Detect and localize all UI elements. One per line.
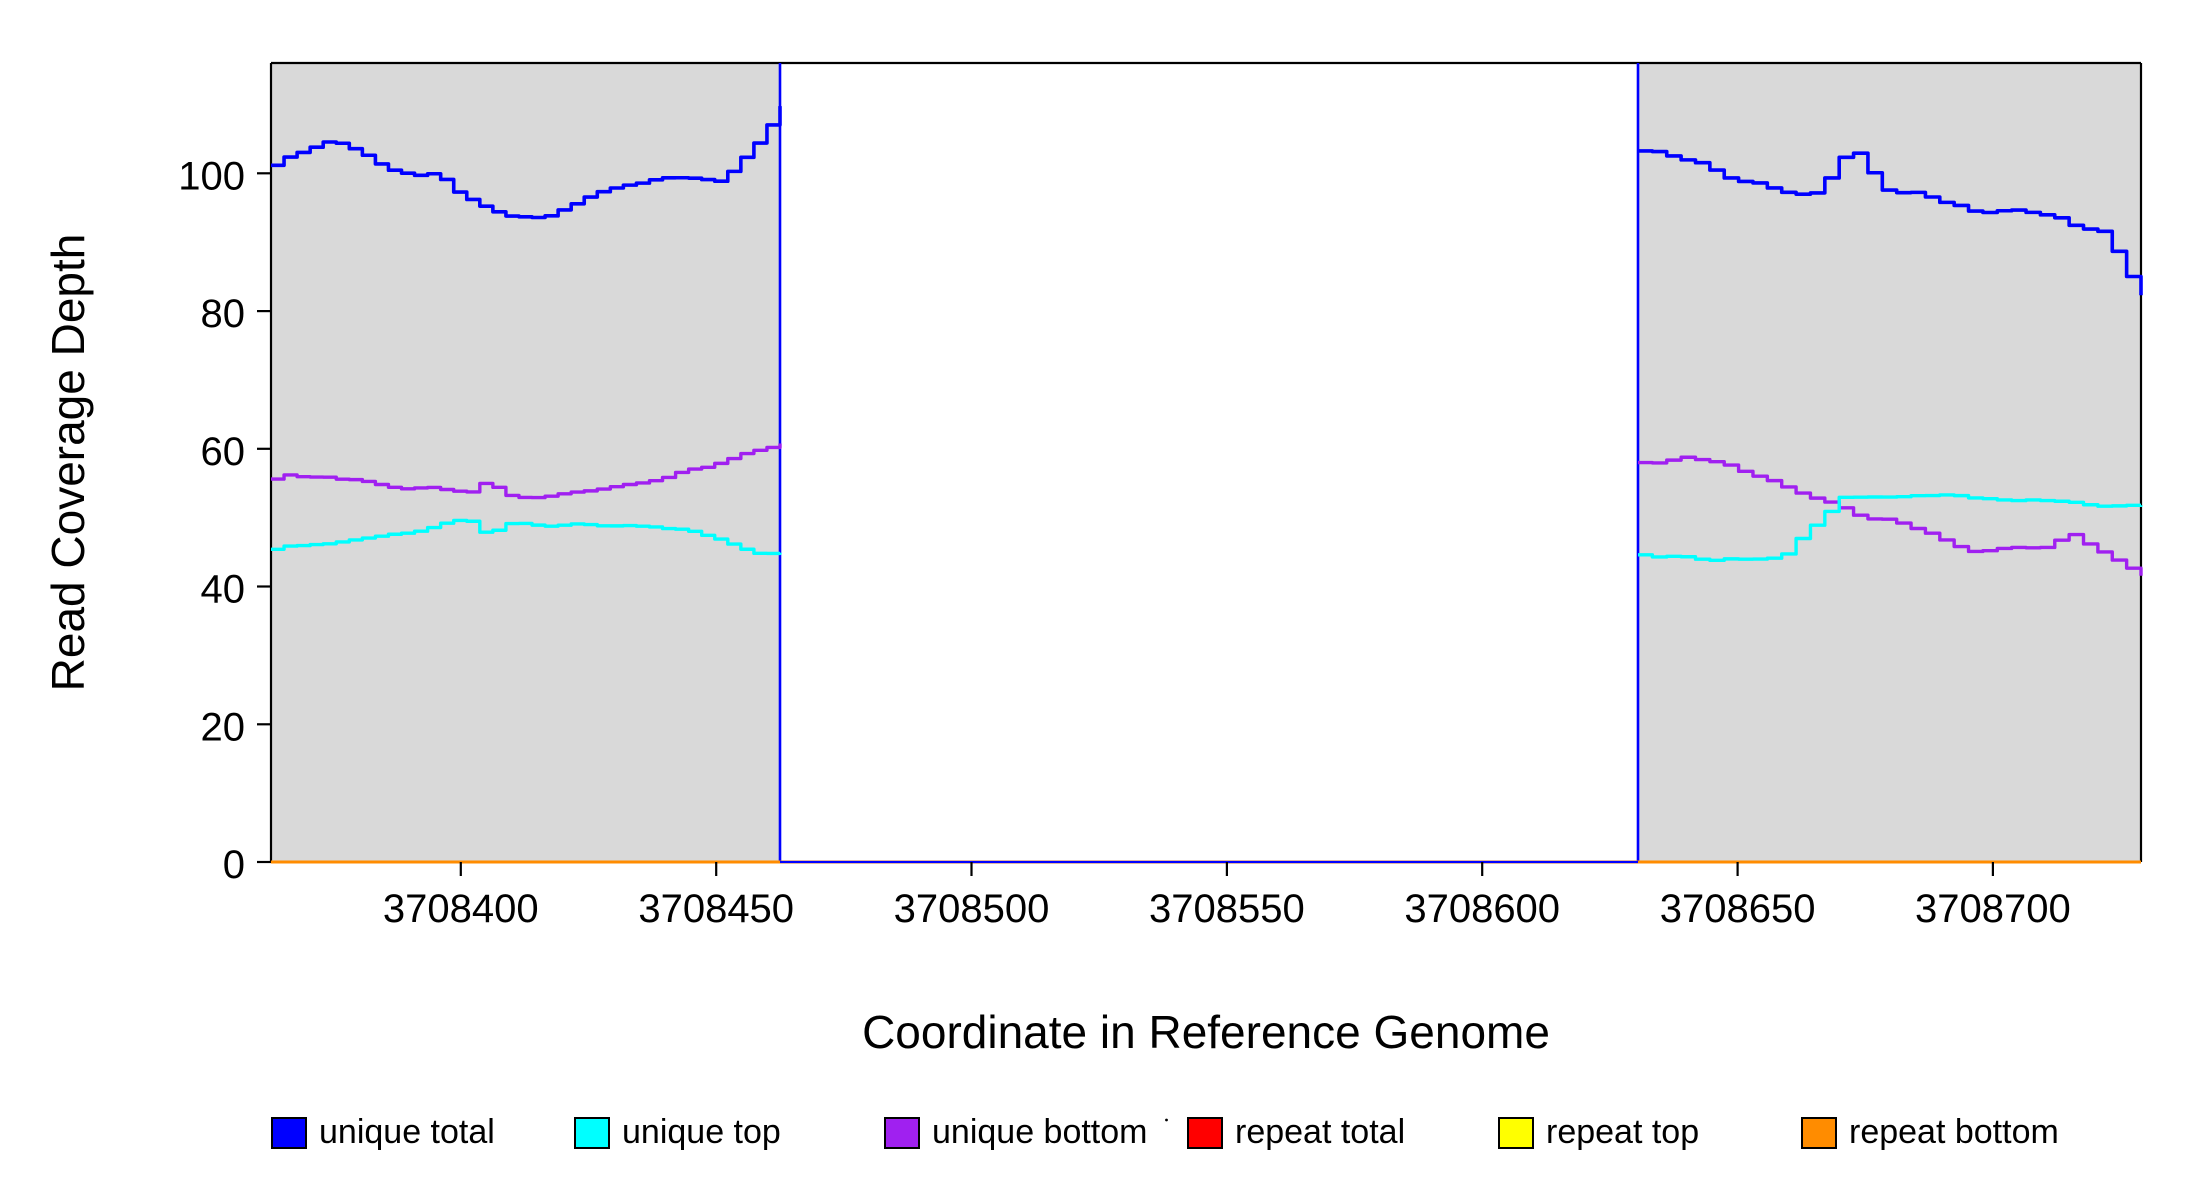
svg-text:3708600: 3708600 [1404,887,1560,931]
svg-text:3708450: 3708450 [638,887,794,931]
svg-text:3708500: 3708500 [894,887,1050,931]
svg-text:0: 0 [223,843,245,887]
svg-text:3708650: 3708650 [1660,887,1816,931]
svg-text:40: 40 [201,568,246,612]
svg-text:Coordinate in Reference Genome: Coordinate in Reference Genome [862,1006,1550,1058]
svg-text:Read Coverage Depth: Read Coverage Depth [42,234,94,692]
svg-text:3708400: 3708400 [383,887,539,931]
svg-text:20: 20 [201,705,246,749]
svg-text:100: 100 [178,154,245,198]
svg-text:3708700: 3708700 [1915,887,2071,931]
svg-text:3708550: 3708550 [1149,887,1305,931]
svg-text:80: 80 [201,292,246,336]
svg-text:60: 60 [201,430,246,474]
